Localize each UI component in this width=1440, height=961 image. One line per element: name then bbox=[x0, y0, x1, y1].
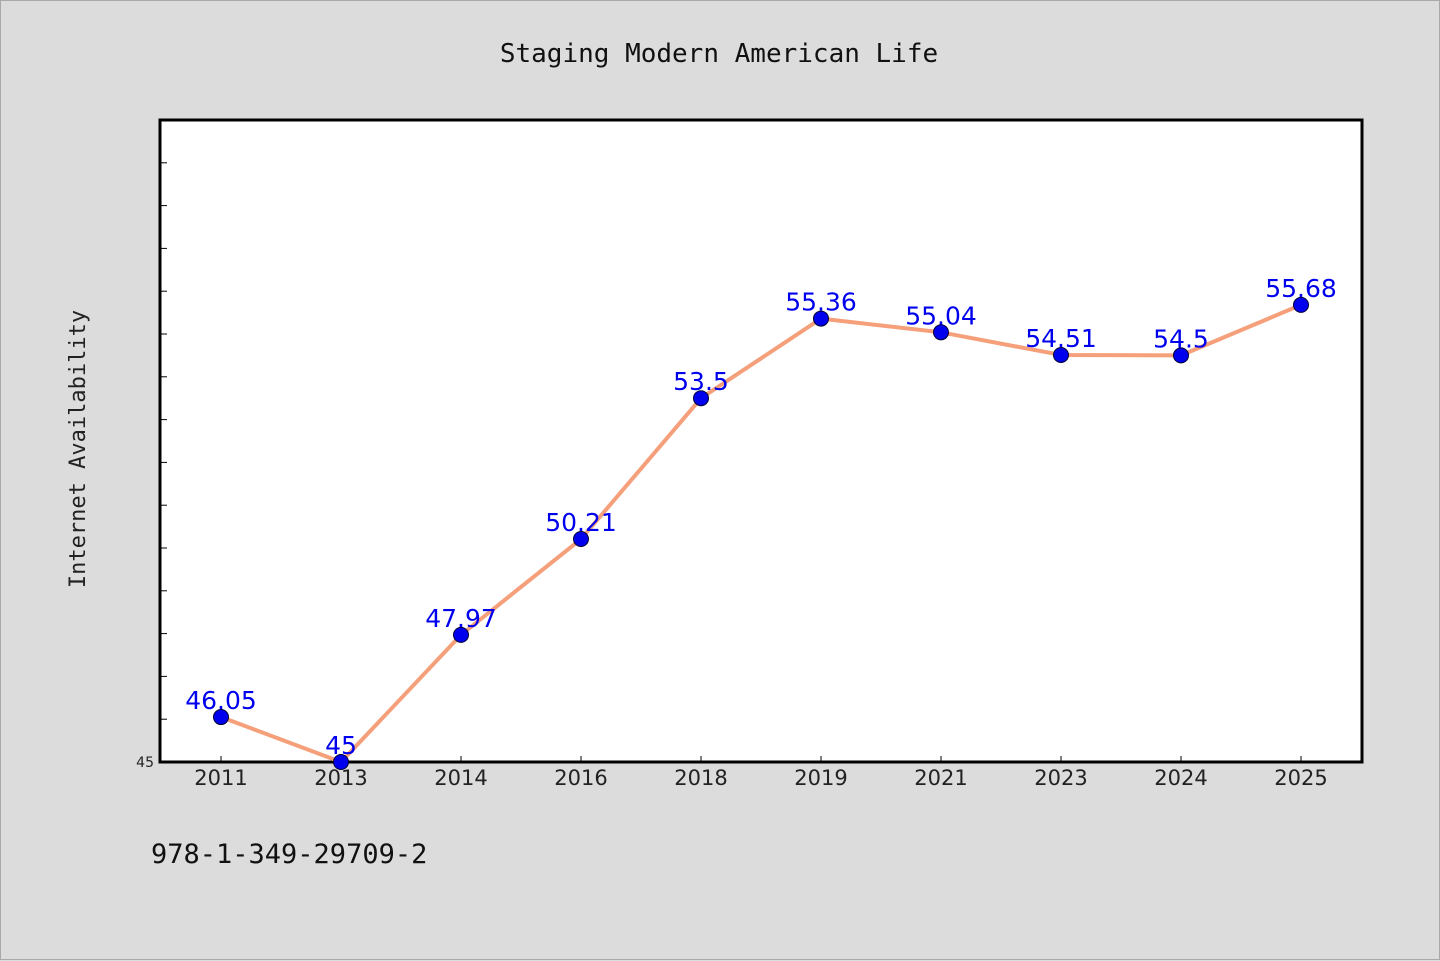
x-tick-label: 2023 bbox=[1034, 766, 1087, 790]
data-point bbox=[1173, 347, 1189, 364]
x-tick-label: 2021 bbox=[914, 766, 967, 790]
plot-area bbox=[158, 118, 1364, 764]
x-tick-label: 2025 bbox=[1274, 766, 1327, 790]
data-label: 55.36 bbox=[785, 288, 857, 317]
series-lines bbox=[219, 302, 1303, 764]
data-point bbox=[573, 531, 589, 548]
series-markers bbox=[213, 296, 1309, 770]
x-tick-label: 2016 bbox=[554, 766, 607, 790]
x-tick-label: 2014 bbox=[434, 766, 487, 790]
data-label: 45 bbox=[325, 731, 357, 760]
x-axis-ticks bbox=[220, 756, 1302, 762]
data-label: 55.68 bbox=[1265, 274, 1337, 303]
data-point bbox=[1053, 346, 1069, 363]
x-tick-label: 2019 bbox=[794, 766, 847, 790]
data-point bbox=[693, 390, 709, 407]
data-label: 50.21 bbox=[545, 508, 617, 537]
data-label: 47.97 bbox=[425, 604, 497, 633]
data-label: 54.51 bbox=[1025, 324, 1097, 353]
footer-code: 978-1-349-29709-2 bbox=[151, 839, 427, 870]
data-point bbox=[453, 626, 469, 643]
data-point bbox=[933, 324, 949, 341]
x-tick-label: 2018 bbox=[674, 766, 727, 790]
data-point bbox=[813, 310, 829, 327]
y-axis-label: Internet Availability bbox=[66, 310, 91, 588]
data-label: 46.05 bbox=[185, 686, 257, 715]
data-point bbox=[333, 754, 349, 770]
y-axis-ticks bbox=[160, 162, 167, 720]
y-tick-label: 45 bbox=[136, 755, 154, 771]
chart-title: Staging Modern American Life bbox=[500, 39, 938, 69]
data-point bbox=[213, 709, 229, 726]
data-label: 53.5 bbox=[673, 367, 729, 396]
series-data-labels: 46.05 45 47.97 50.21 53.5 55.36 55.04 54.51 54.5… bbox=[185, 274, 1337, 760]
data-point bbox=[1293, 296, 1309, 313]
x-tick-label: 2011 bbox=[194, 766, 247, 790]
x-tick-label: 2024 bbox=[1154, 766, 1207, 790]
data-label: 55.04 bbox=[905, 301, 977, 330]
series-line bbox=[219, 302, 1303, 764]
data-label: 54.5 bbox=[1153, 324, 1209, 353]
x-axis-tick-labels: 2011 2013 2014 2016 2018 2019 2021 2023 2024 2025 bbox=[194, 766, 1327, 790]
y-axis-tick-labels: 45 bbox=[136, 755, 154, 771]
